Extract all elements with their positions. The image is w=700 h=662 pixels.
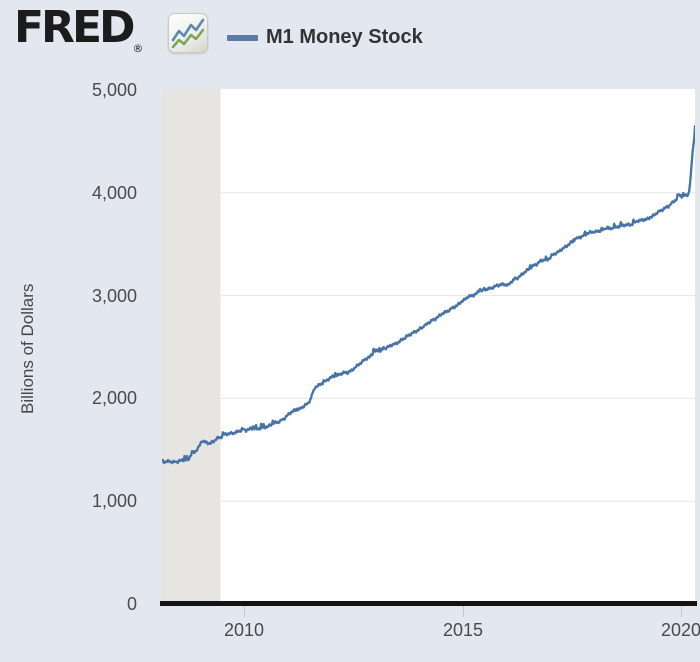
y-tick-label: 1,000: [91, 491, 137, 512]
icon-green-line: [171, 28, 205, 49]
x-tick-mark: [244, 606, 245, 617]
m1-line-chart[interactable]: [160, 89, 697, 605]
y-tick-label: 5,000: [91, 80, 137, 100]
fred-logo-text: FRED: [14, 2, 136, 53]
y-tick-label: 3,000: [91, 285, 137, 306]
registered-mark: ®: [132, 42, 144, 55]
y-tick-label: 2,000: [91, 388, 137, 409]
x-tick-label: 2010: [223, 620, 265, 640]
plot-area[interactable]: [160, 89, 697, 605]
x-tick-mark: [681, 606, 682, 617]
fred-chart-icon: [168, 13, 208, 53]
data-line[interactable]: [160, 124, 697, 465]
legend-swatch: [227, 35, 258, 41]
header: FRED® M1 Money Stock: [0, 0, 700, 70]
x-tick-label: 2020: [660, 620, 700, 640]
icon-blue-line: [171, 18, 205, 42]
x-tick-mark: [463, 606, 464, 617]
fred-logo[interactable]: FRED®: [14, 4, 144, 73]
fred-chart-icon-graphic: [171, 18, 205, 49]
x-tick-label: 2015: [442, 620, 484, 640]
y-tick-label: 0: [126, 594, 137, 614]
legend-label: M1 Money Stock: [266, 26, 423, 48]
y-tick-label: 4,000: [91, 182, 137, 203]
x-axis-line: [160, 601, 697, 606]
y-axis-title: Billions of Dollars: [18, 283, 37, 415]
recession-band: [162, 89, 221, 605]
